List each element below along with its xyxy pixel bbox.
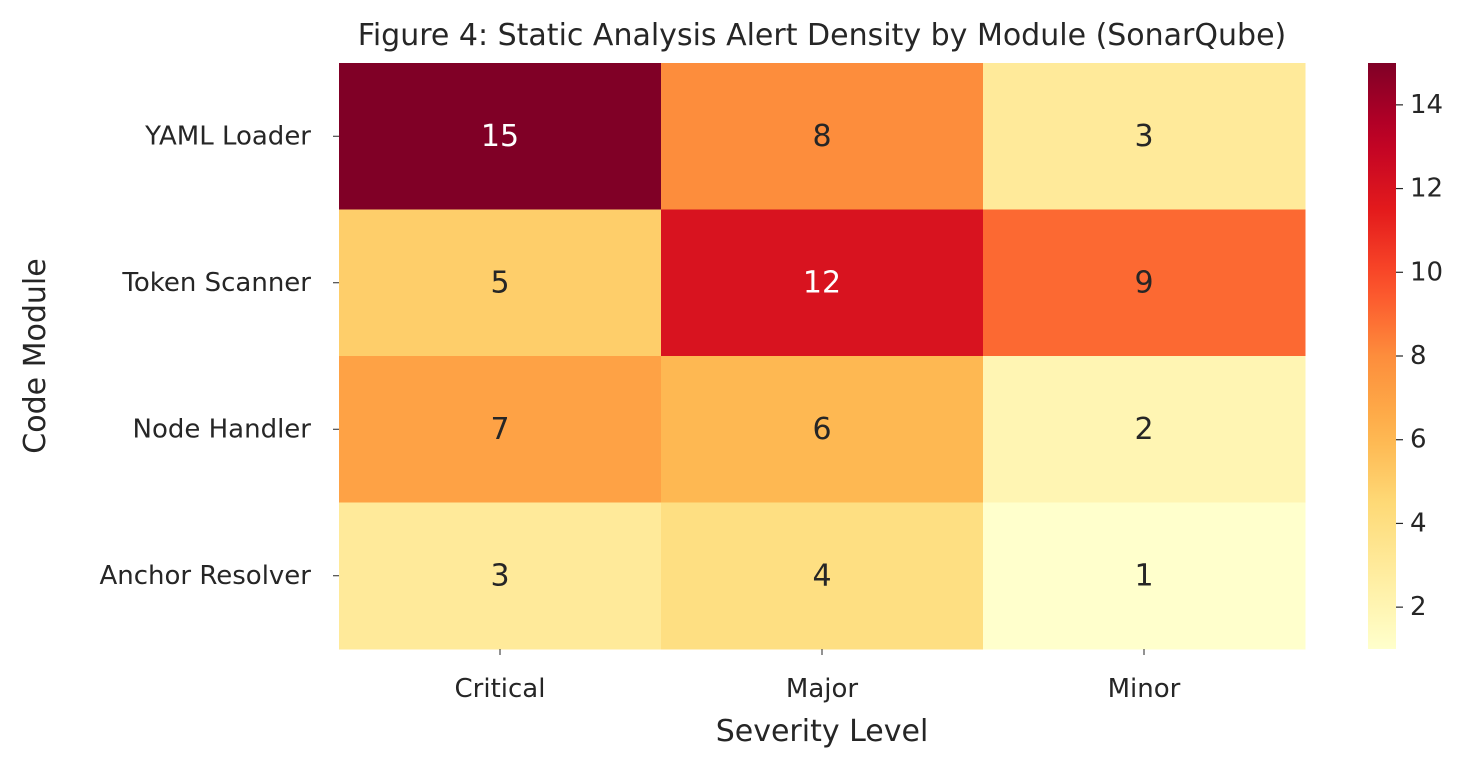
cell-value-label: 3: [490, 558, 509, 593]
colorbar-tick-label: 6: [1410, 425, 1427, 455]
heatmap-cell: [983, 63, 1306, 210]
colorbar-tick-label: 8: [1410, 341, 1427, 371]
y-tick-label: Anchor Resolver: [99, 561, 311, 591]
heatmap-cell: [339, 356, 662, 503]
y-tick-label: YAML Loader: [144, 121, 311, 151]
heatmap-cells: [339, 63, 1306, 650]
heatmap-cell: [339, 63, 662, 210]
heatmap-cell: [983, 209, 1306, 357]
cell-value-label: 9: [1134, 265, 1153, 300]
colorbar-tick-label: 12: [1410, 174, 1443, 204]
x-axis-label: Severity Level: [716, 714, 929, 749]
x-tick-label: Major: [786, 674, 858, 704]
y-tick-label: Node Handler: [133, 414, 312, 444]
cell-value-label: 7: [490, 412, 509, 447]
colorbar-tick-label: 14: [1410, 90, 1443, 120]
heatmap-cell: [983, 356, 1306, 503]
colorbar: [1368, 63, 1396, 649]
heatmap-cell: [339, 209, 662, 357]
y-axis-ticks: YAML Loader Token Scanner Node Handler Anch…: [99, 121, 339, 591]
chart-title: Figure 4: Static Analysis Alert Density …: [358, 18, 1286, 53]
cell-value-label: 15: [481, 119, 519, 154]
cell-value-label: 3: [1134, 119, 1153, 154]
heatmap-cell: [983, 502, 1306, 650]
y-axis-label: Code Module: [18, 258, 53, 453]
colorbar-tick-label: 10: [1410, 257, 1443, 287]
cell-value-label: 2: [1134, 412, 1153, 447]
heatmap-cell-labels: 15 8 3 5 12 9 7 6 2 3 4 1: [481, 119, 1154, 594]
heatmap-cell: [339, 502, 662, 650]
cell-value-label: 6: [812, 412, 831, 447]
heatmap-cell: [661, 356, 984, 503]
colorbar-tick-label: 2: [1410, 592, 1427, 622]
x-axis-ticks: Critical Major Minor: [455, 649, 1181, 704]
heatmap-cell: [661, 63, 984, 210]
y-tick-label: Token Scanner: [121, 268, 311, 298]
x-tick-label: Critical: [455, 674, 546, 704]
heatmap-cell: [661, 502, 984, 650]
cell-value-label: 8: [812, 119, 831, 154]
cell-value-label: 5: [490, 265, 509, 300]
heatmap-cell: [661, 209, 984, 357]
x-tick-label: Minor: [1108, 674, 1181, 704]
colorbar-tick-label: 4: [1410, 508, 1427, 538]
cell-value-label: 1: [1134, 558, 1153, 593]
colorbar-ticks: 2 4 6 8 10 12 14: [1396, 90, 1443, 622]
cell-value-label: 4: [812, 558, 831, 593]
cell-value-label: 12: [803, 265, 841, 300]
